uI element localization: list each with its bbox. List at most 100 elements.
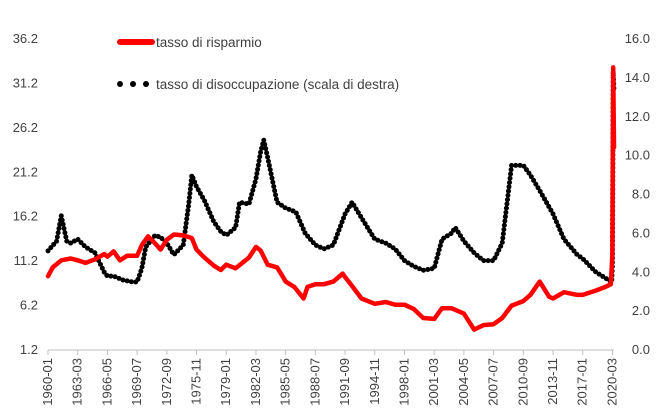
unemployment-point [492, 255, 498, 261]
unemployment-point [496, 247, 502, 253]
unemployment-point [568, 245, 574, 251]
unemployment-point [200, 194, 206, 200]
unemployment-point [505, 192, 511, 198]
unemployment-point [239, 200, 245, 206]
unemployment-point [405, 260, 411, 266]
unemployment-point [557, 227, 563, 233]
unemployment-point [247, 196, 253, 202]
unemployment-point [210, 218, 216, 224]
unemployment-point [270, 179, 276, 185]
unemployment-point [453, 225, 459, 231]
unemployment-point [508, 167, 514, 173]
unemployment-point [187, 186, 193, 192]
unemployment-point [302, 230, 308, 236]
unemployment-point [258, 149, 264, 155]
unemployment-point [205, 206, 211, 212]
left-tick-label: 6.2 [20, 298, 38, 313]
unemployment-point [448, 231, 454, 237]
unemployment-point [565, 241, 571, 247]
x-tick-label: 2010-09 [515, 358, 530, 406]
unemployment-point [235, 209, 241, 215]
unemployment-point [182, 229, 188, 235]
unemployment-point [502, 218, 508, 224]
x-tick-label: 2007-07 [486, 358, 501, 406]
unemployment-point [358, 213, 364, 219]
unemployment-point [256, 158, 262, 164]
right-tick-label: 14.0 [625, 70, 650, 85]
unemployment-point [181, 237, 187, 243]
unemployment-point [249, 191, 255, 197]
unemployment-point [360, 217, 366, 223]
unemployment-point [255, 166, 261, 172]
series-saving-rate-line [45, 65, 617, 332]
legend-unemployment-swatch-dot [143, 81, 149, 87]
unemployment-point [409, 262, 415, 268]
x-tick-label: 1991-09 [337, 358, 352, 406]
unemployment-point [468, 246, 474, 252]
unemployment-point [128, 279, 134, 285]
unemployment-point [584, 260, 590, 266]
left-tick-label: 36.2 [13, 31, 38, 46]
series-unemployment [45, 70, 617, 285]
unemployment-point [255, 162, 261, 168]
unemployment-point [503, 205, 509, 211]
unemployment-point [56, 226, 62, 232]
unemployment-point [279, 202, 285, 208]
x-tick-label: 1966-05 [99, 358, 114, 406]
unemployment-point [317, 244, 323, 250]
unemployment-point [152, 233, 158, 239]
unemployment-point [142, 247, 148, 253]
unemployment-point [305, 233, 311, 239]
left-tick-label: 11.2 [14, 253, 38, 268]
x-tick-label: 1972-09 [159, 358, 174, 406]
right-tick-label: 4.0 [632, 264, 650, 279]
unemployment-point [537, 188, 543, 194]
unemployment-point [535, 185, 541, 191]
unemployment-point [581, 256, 587, 262]
unemployment-point [234, 214, 240, 220]
unemployment-point [185, 203, 191, 209]
unemployment-point [254, 171, 260, 177]
unemployment-point [321, 246, 327, 252]
unemployment-point [533, 181, 539, 187]
unemployment-point [184, 212, 190, 218]
unemployment-point [59, 217, 65, 223]
unemployment-point [387, 242, 393, 248]
unemployment-point [364, 224, 370, 230]
unemployment-point [233, 222, 239, 228]
unemployment-point [457, 233, 463, 239]
unemployment-point [88, 247, 94, 253]
unemployment-point [506, 184, 512, 190]
unemployment-point [81, 243, 87, 249]
unemployment-point [460, 236, 466, 242]
unemployment-point [313, 243, 319, 249]
unemployment-point [498, 243, 504, 249]
unemployment-point [172, 251, 178, 257]
unemployment-point [436, 247, 442, 253]
unemployment-point [396, 251, 402, 257]
unemployment-point [548, 207, 554, 213]
unemployment-point [185, 207, 191, 213]
unemployment-point [175, 248, 181, 254]
unemployment-point [590, 266, 596, 272]
left-tick-label: 16.2 [13, 209, 38, 224]
unemployment-point [271, 183, 277, 189]
unemployment-point [544, 200, 550, 206]
x-tick-label: 2020-03 [604, 358, 619, 406]
unemployment-point [393, 248, 399, 254]
unemployment-point [437, 243, 443, 249]
unemployment-point [282, 205, 288, 211]
x-tick-label: 2013-11 [545, 358, 560, 405]
unemployment-point [92, 250, 98, 256]
legend-unemployment-label: tasso di disoccupazione (scala di destra… [156, 77, 399, 92]
unemployment-point [455, 229, 461, 235]
unemployment-point [338, 223, 344, 229]
unemployment-point [104, 272, 110, 278]
unemployment-point [509, 162, 515, 168]
unemployment-point [251, 183, 257, 189]
unemployment-point [531, 177, 537, 183]
unemployment-point [507, 180, 513, 186]
unemployment-point [183, 224, 189, 230]
unemployment-point [85, 245, 91, 251]
unemployment-point [266, 162, 272, 168]
